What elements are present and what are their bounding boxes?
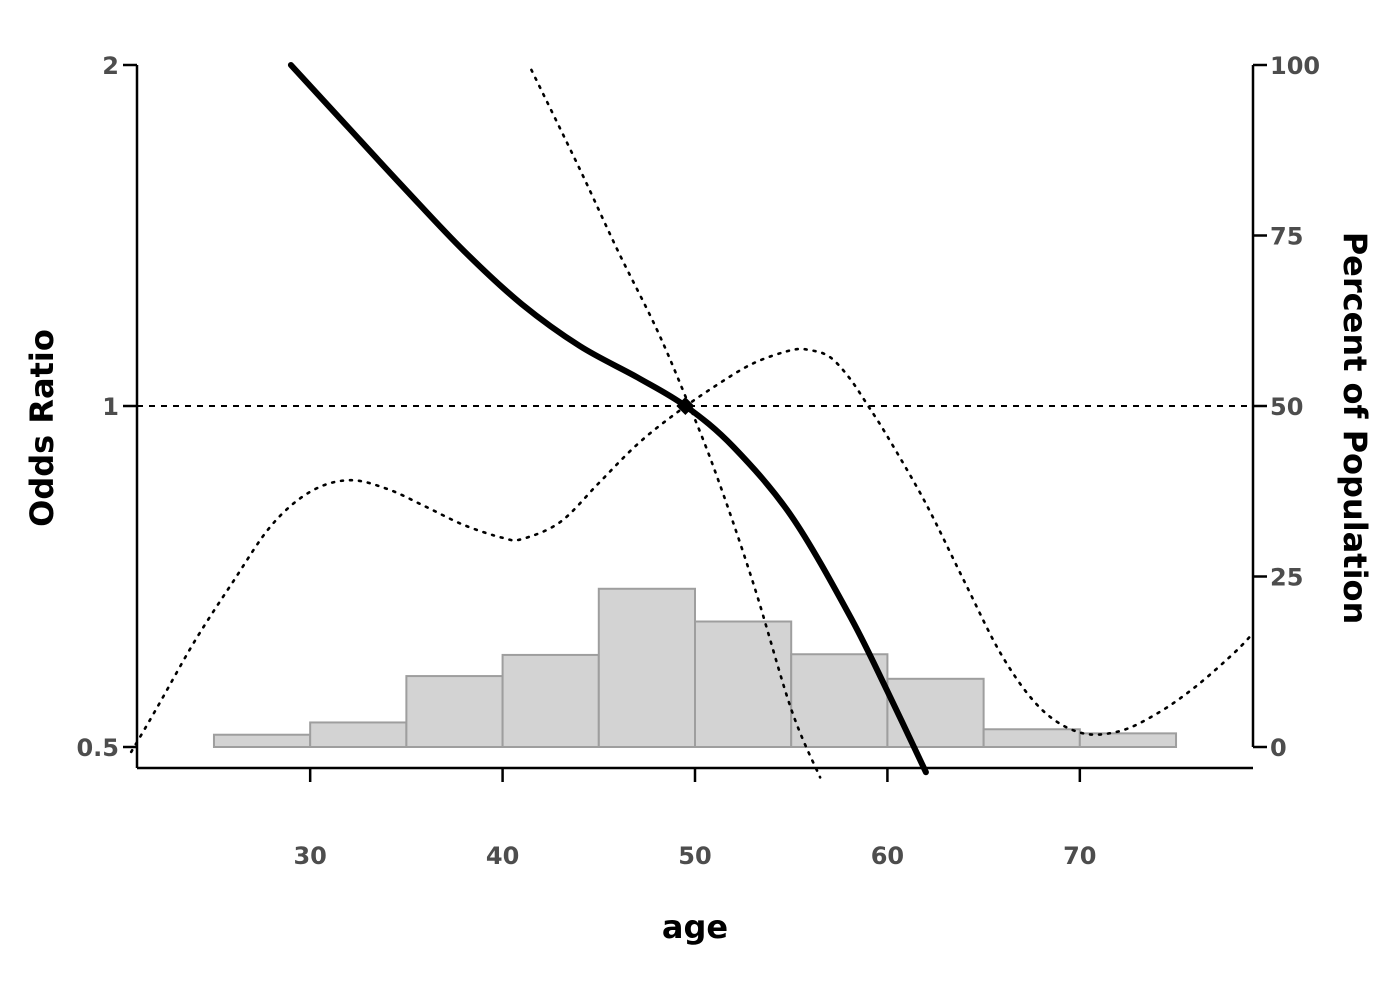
y2-tick-label: 25 [1270,564,1303,592]
confidence-band-line [530,68,822,779]
y2-tick-label: 75 [1270,223,1303,251]
x-tick-label: 30 [293,842,326,870]
histogram-bar [982,728,1081,749]
x-tick-label: 70 [1063,842,1096,870]
x-axis-title: age [662,908,728,946]
histogram-bars [212,587,1178,749]
tick-labels: 30 40 50 60 70 0.5 1 2 0 25 50 75 100 [76,52,1320,870]
histogram-bar [309,721,408,748]
y-tick-label: 0.5 [76,734,119,762]
y-tick-label: 2 [102,52,119,80]
y2-axis-title: Percent of Population [1336,232,1374,625]
histogram-bar [790,653,889,748]
histogram-bar [212,733,312,748]
y2-tick-label: 100 [1270,52,1320,80]
histogram-bar [597,587,696,748]
series-lines [129,62,1255,779]
x-tick-label: 60 [871,842,904,870]
histogram-bar [501,653,600,748]
reference-point [676,397,695,415]
y2-tick-label: 0 [1270,734,1287,762]
x-tick-label: 40 [486,842,519,870]
histogram-bar [886,677,985,748]
histogram-bar [405,675,504,749]
histogram-bar [1078,732,1178,748]
estimate-line [287,62,929,776]
reference-point-marker [676,397,695,415]
y-tick-label: 1 [102,393,119,421]
x-tick-label: 50 [678,842,711,870]
histogram-bar [694,620,793,749]
y2-tick-label: 50 [1270,393,1303,421]
axes [123,63,1267,782]
y-axis-title: Odds Ratio [23,329,61,527]
